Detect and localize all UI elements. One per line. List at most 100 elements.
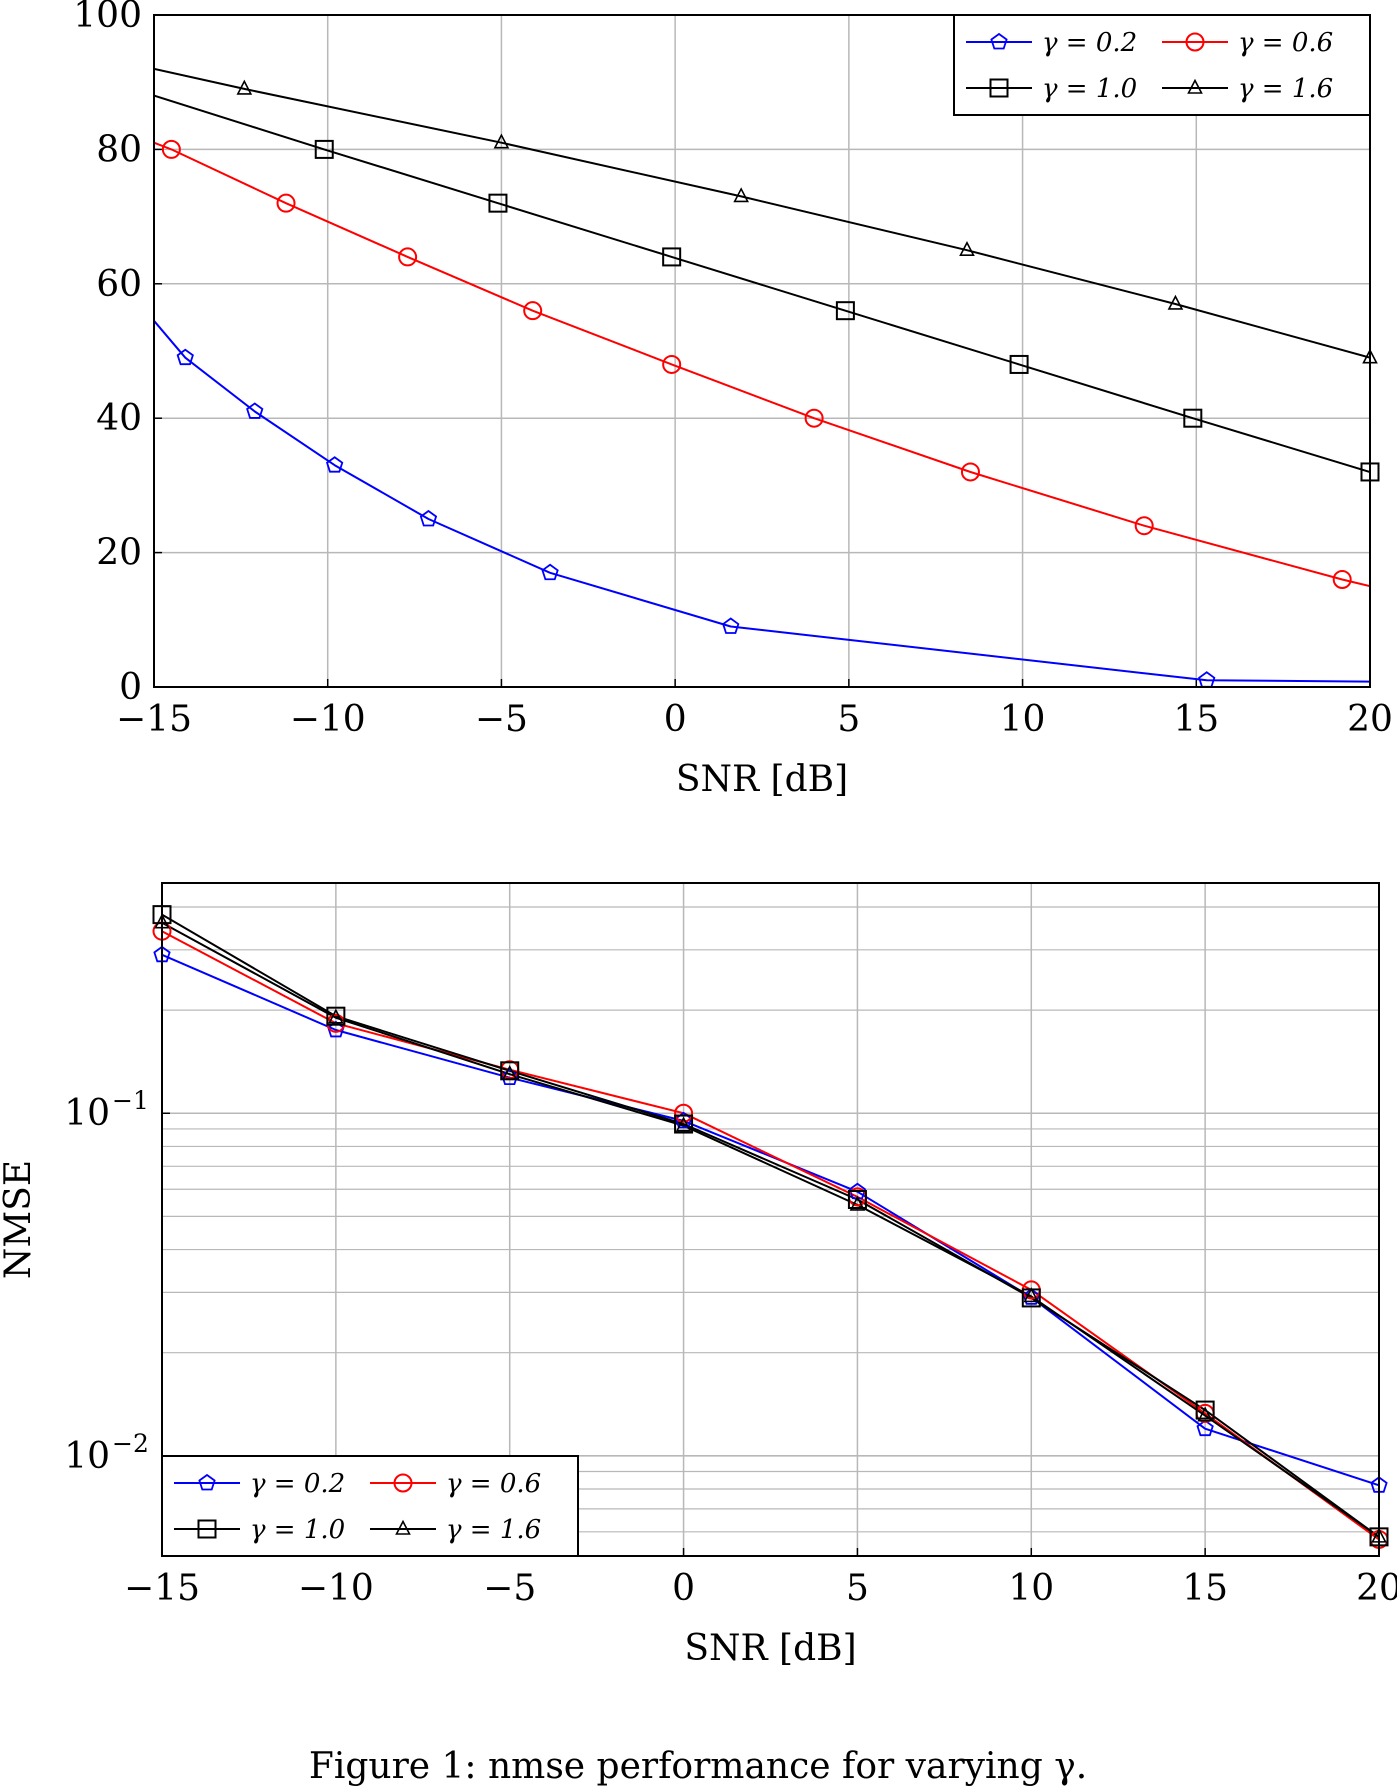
data-point: [849, 1195, 866, 1211]
x-tick-label: 20: [1356, 1568, 1397, 1609]
x-tick-label: 0: [672, 1568, 695, 1609]
y-tick-label: 20: [96, 533, 142, 574]
y-tick-label: 10: [64, 1093, 110, 1134]
data-point: [419, 509, 438, 527]
data-point: [1195, 1400, 1215, 1420]
x-tick-label: 0: [664, 699, 687, 740]
legend-label: γ = 0.6: [446, 1469, 541, 1499]
series-line-0: [154, 320, 1370, 683]
plot-frame: [153, 14, 1371, 688]
y-axis-title: NMSE: [0, 1160, 39, 1279]
data-point: [541, 563, 559, 581]
series-line-3: [162, 921, 1379, 1538]
series-line-3: [154, 67, 1370, 359]
x-axis-title: SNR [dB]: [676, 759, 848, 800]
data-point: [314, 139, 334, 159]
legend-marker: [393, 1473, 413, 1493]
legend-marker: [198, 1473, 216, 1491]
x-axis-title: SNR [dB]: [684, 1628, 856, 1669]
data-point: [674, 1103, 694, 1123]
y-tick-label: 40: [96, 398, 142, 439]
figure-caption: Figure 1: nmse performance for varying γ…: [309, 1746, 1087, 1787]
data-point: [1183, 408, 1203, 428]
data-point: [1332, 569, 1352, 589]
legend-marker: [1185, 32, 1205, 52]
x-tick-label: −15: [116, 699, 192, 740]
x-tick-label: 10: [1008, 1568, 1054, 1609]
plot-area: [154, 67, 1370, 683]
data-point: [236, 79, 253, 95]
data-point: [1023, 1287, 1040, 1303]
data-point: [662, 247, 682, 267]
legend-marker: [197, 1519, 217, 1539]
legend-label: γ = 1.0: [250, 1515, 345, 1545]
series-line-0: [162, 953, 1379, 1487]
data-point: [398, 247, 418, 267]
x-tick-label: 20: [1347, 699, 1393, 740]
x-tick-label: −15: [124, 1568, 200, 1609]
plot-frame: [161, 882, 1380, 1557]
series-line-1: [154, 141, 1370, 588]
legend-box: [161, 1455, 579, 1557]
data-point: [675, 1116, 692, 1132]
data-point: [722, 617, 740, 634]
data-point: [488, 193, 508, 213]
data-point: [662, 354, 682, 374]
data-point: [1134, 516, 1154, 536]
x-tick-label: −10: [290, 699, 366, 740]
data-point: [1009, 354, 1029, 374]
y-tick-exponent: −2: [112, 1429, 149, 1458]
legend-label: γ = 0.2: [250, 1469, 345, 1499]
data-point: [960, 462, 980, 482]
x-tick-label: −5: [475, 699, 528, 740]
y-tick-exponent: −1: [112, 1086, 149, 1115]
data-point: [674, 1114, 694, 1134]
data-point: [493, 133, 510, 149]
data-point: [847, 1190, 867, 1210]
data-point: [326, 1006, 346, 1026]
x-tick-label: −10: [298, 1568, 374, 1609]
data-point: [1167, 294, 1184, 310]
data-point: [959, 240, 975, 256]
x-tick-label: 15: [1182, 1568, 1228, 1609]
plot-area: [162, 913, 1379, 1541]
x-tick-label: 5: [837, 699, 860, 740]
y-tick-label: 0: [119, 667, 142, 708]
x-tick-label: 10: [1000, 699, 1046, 740]
x-tick-label: 5: [846, 1568, 869, 1609]
series-line-1: [162, 930, 1379, 1541]
data-point: [835, 301, 855, 321]
data-point: [246, 402, 264, 419]
y-tick-label: 100: [73, 0, 142, 36]
legend-label: γ = 0.6: [1238, 28, 1333, 58]
data-point: [327, 1020, 345, 1038]
legend-marker: [1187, 78, 1203, 94]
series-line-2: [154, 94, 1370, 473]
legend-marker: [990, 32, 1008, 50]
legend-marker: [989, 78, 1009, 98]
data-point: [176, 348, 194, 366]
data-point: [1197, 1406, 1213, 1422]
y-tick-label: 80: [96, 129, 142, 170]
data-point: [501, 1064, 518, 1081]
legend-marker: [395, 1519, 411, 1535]
legend-label: γ = 0.2: [1042, 28, 1137, 58]
legend-label: γ = 1.6: [446, 1515, 541, 1545]
data-point: [276, 193, 296, 213]
legend-label: γ = 1.0: [1042, 74, 1137, 104]
data-point: [1196, 1419, 1214, 1437]
legend-label: γ = 1.6: [1238, 74, 1333, 104]
y-tick-label: 60: [96, 264, 142, 305]
legend-box: [953, 14, 1371, 116]
y-tick-label: 10: [64, 1436, 110, 1477]
data-point: [328, 1008, 344, 1024]
data-point: [523, 301, 543, 321]
data-point: [161, 139, 181, 159]
snr-line-chart: −15 −10 −5 0 5 10 15 20 0 20 40 60 80 100 SNR [dB] γ = …: [73, 0, 1393, 800]
x-tick-label: −5: [483, 1568, 536, 1609]
series-line-2: [162, 913, 1379, 1538]
data-point: [804, 408, 824, 428]
data-point: [325, 456, 344, 473]
